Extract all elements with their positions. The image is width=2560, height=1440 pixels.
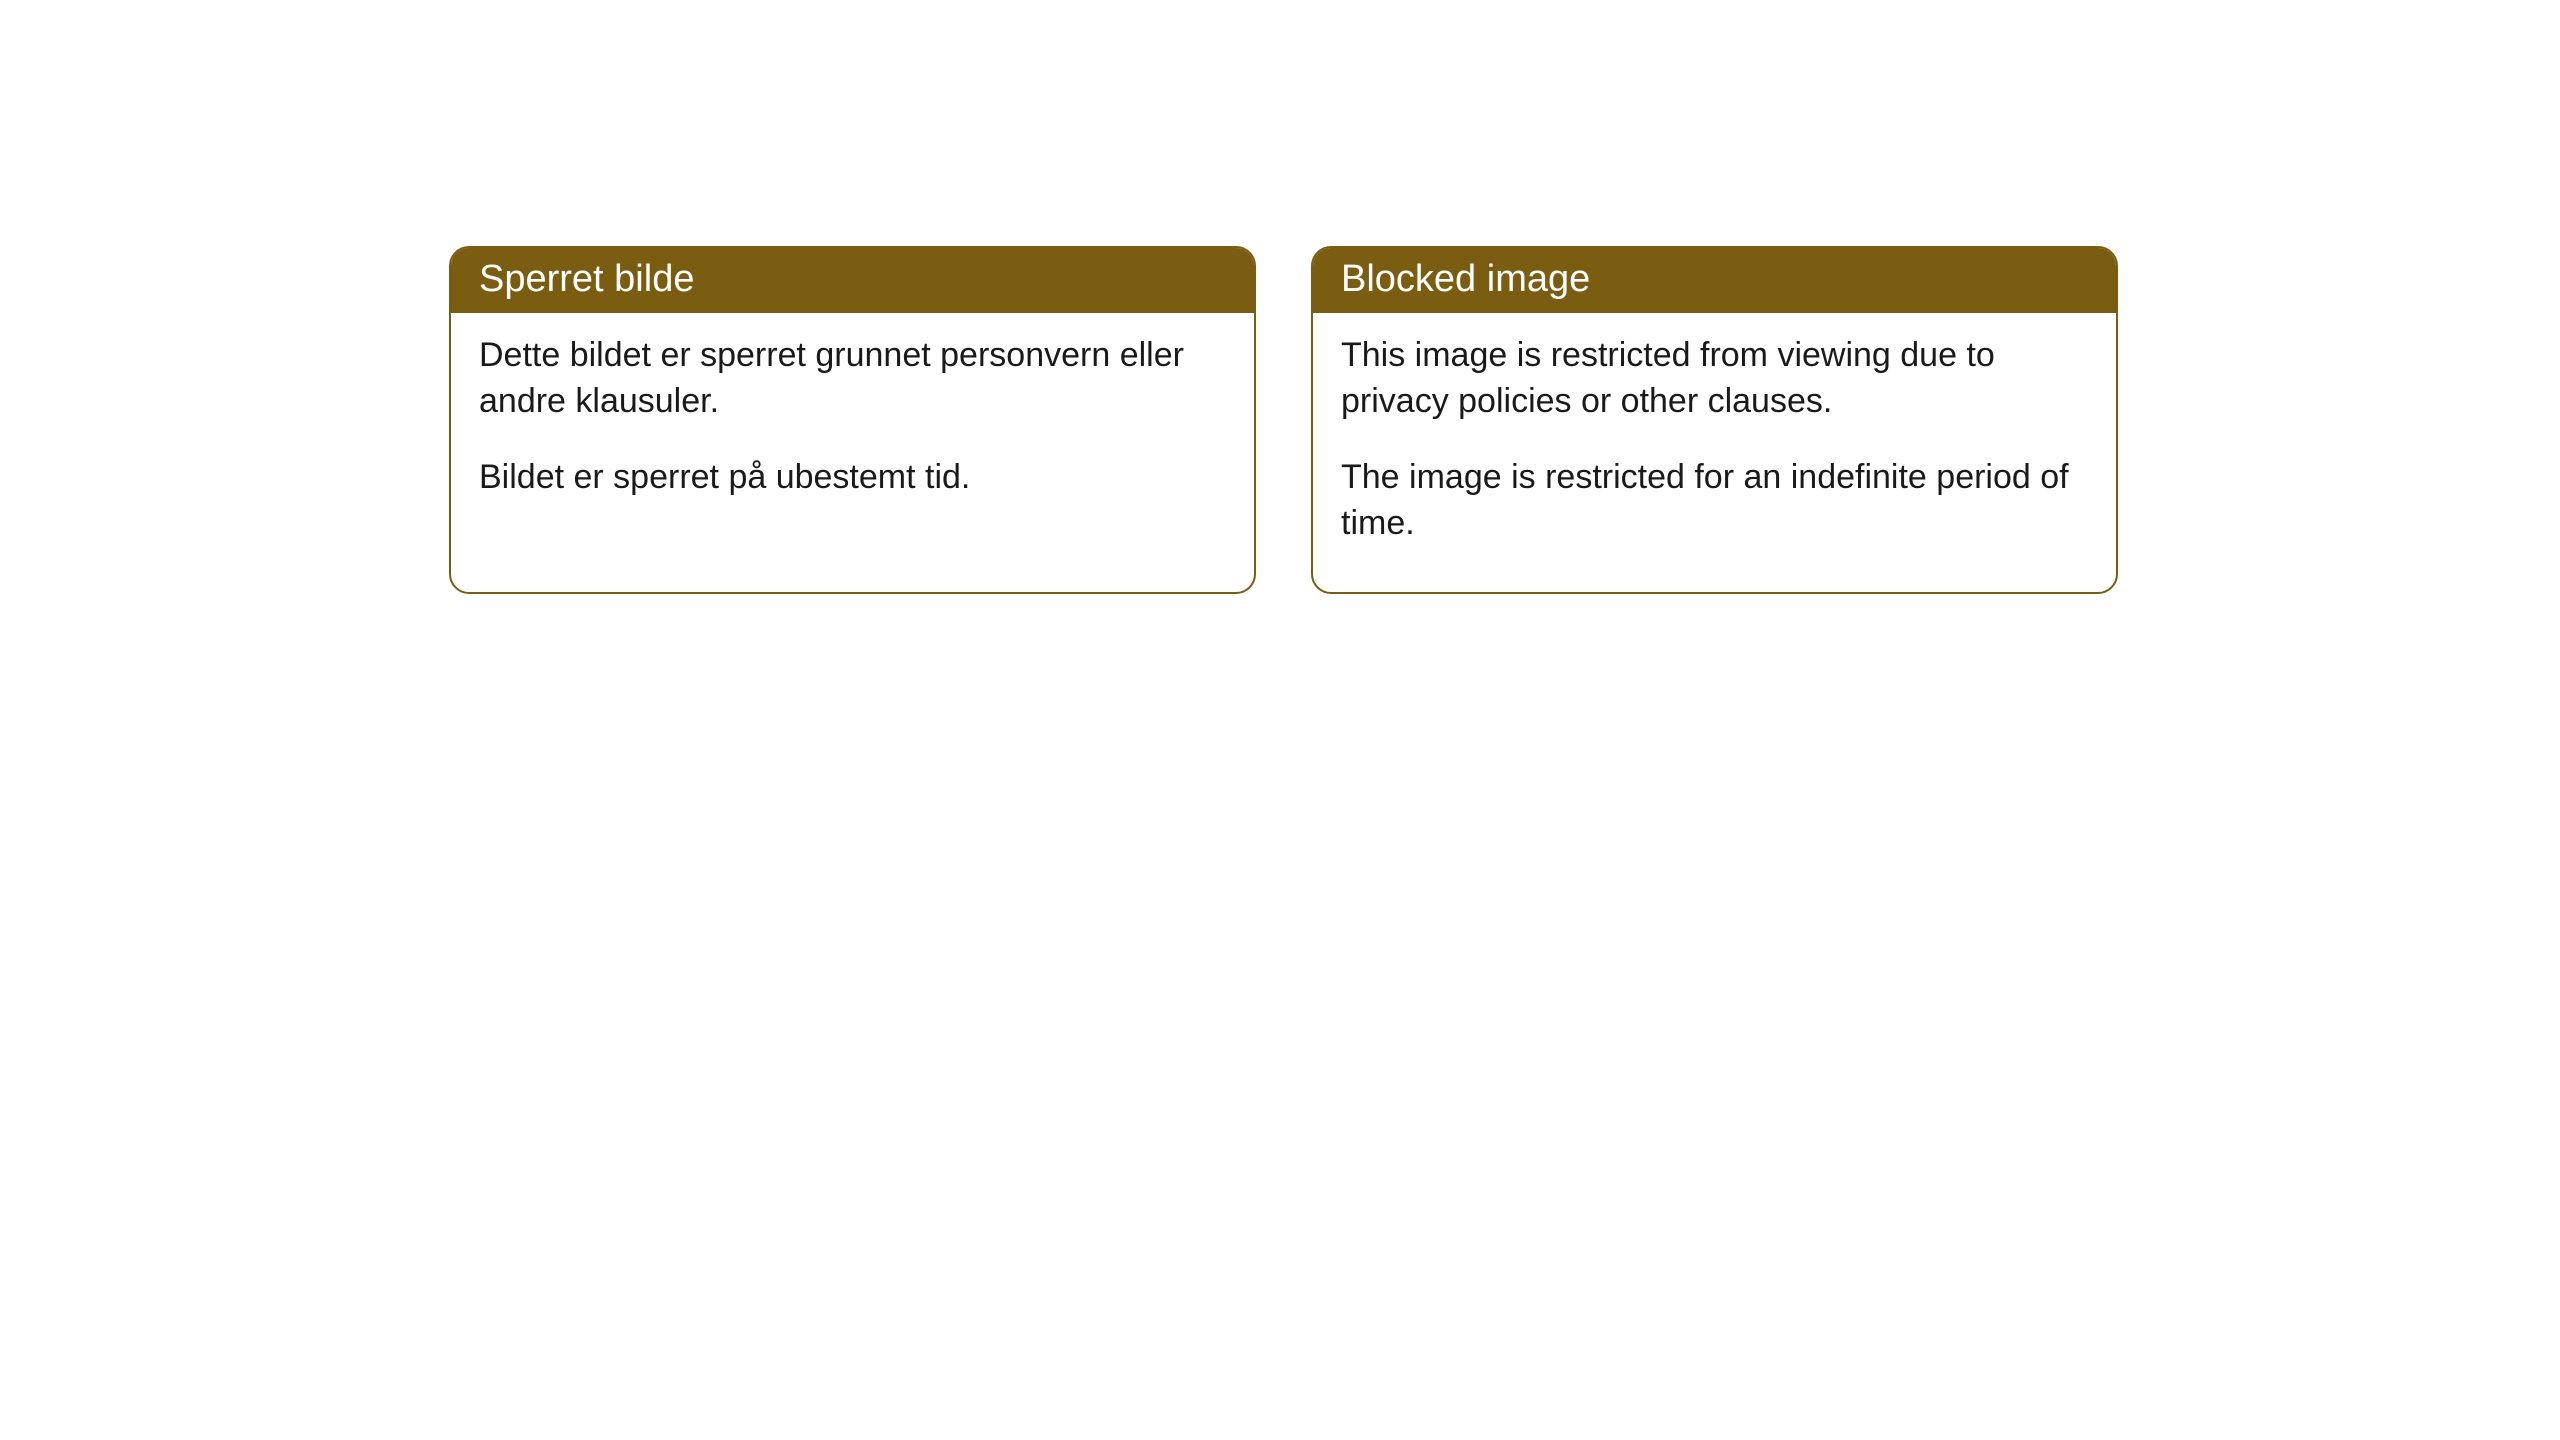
notice-cards-container: Sperret bilde Dette bildet er sperret gr… [449,246,2118,594]
card-paragraph: The image is restricted for an indefinit… [1341,455,2088,547]
card-body-norwegian: Dette bildet er sperret grunnet personve… [451,313,1254,546]
card-title: Blocked image [1341,258,1590,300]
card-body-english: This image is restricted from viewing du… [1313,313,2116,592]
notice-card-english: Blocked image This image is restricted f… [1311,246,2118,594]
notice-card-norwegian: Sperret bilde Dette bildet er sperret gr… [449,246,1256,594]
card-header-english: Blocked image [1313,248,2116,313]
card-header-norwegian: Sperret bilde [451,248,1254,313]
card-paragraph: This image is restricted from viewing du… [1341,333,2088,425]
card-title: Sperret bilde [479,258,694,300]
card-paragraph: Dette bildet er sperret grunnet personve… [479,333,1226,425]
card-paragraph: Bildet er sperret på ubestemt tid. [479,455,1226,501]
